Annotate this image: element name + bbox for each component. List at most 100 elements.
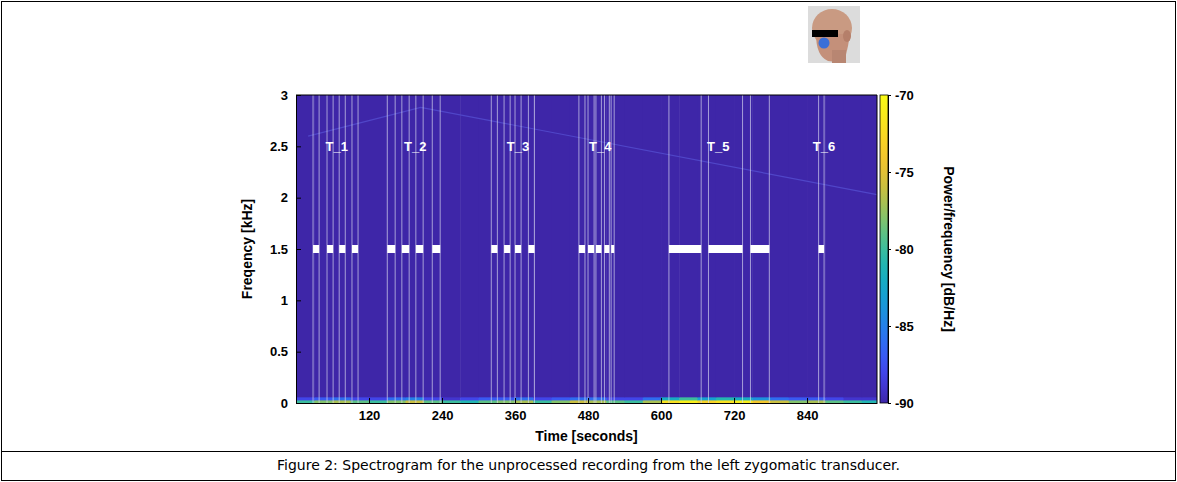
heatmap-cell <box>825 397 844 401</box>
x-axis: 120240360480600720840 <box>297 398 878 423</box>
tick-mark <box>888 95 891 96</box>
tick-label: 120 <box>359 408 381 423</box>
heatmap-cell <box>643 95 662 397</box>
tick-mark <box>807 398 808 403</box>
tick: 1.5 <box>270 242 301 257</box>
tick: 1 <box>281 293 301 308</box>
tick-label: 2.5 <box>270 139 288 154</box>
tick-label: 0 <box>281 396 288 411</box>
head-neck <box>832 50 846 63</box>
tick: -80 <box>888 242 914 257</box>
event-bar <box>604 245 609 253</box>
heatmap-cell <box>752 397 771 401</box>
heatmap <box>296 95 877 403</box>
colorbar-axis: -90-85-80-75-70 <box>888 88 914 411</box>
tick-label: 2 <box>281 190 288 205</box>
tick-mark <box>661 398 662 403</box>
heatmap-cell <box>844 397 863 401</box>
heatmap-cell <box>314 397 333 401</box>
heatmap-cell <box>862 397 877 401</box>
event-bar <box>387 245 395 253</box>
heatmap-cell <box>424 397 443 401</box>
heatmap-cell <box>387 397 406 401</box>
event-bar <box>432 245 440 253</box>
tick-mark <box>296 146 301 147</box>
heatmap-cell <box>643 397 662 401</box>
tick-mark <box>515 398 516 403</box>
event-bar <box>588 245 594 253</box>
heatmap-cell <box>369 95 388 397</box>
tick-mark <box>888 403 891 404</box>
tick: 0 <box>281 396 301 411</box>
tick-mark <box>296 198 301 199</box>
heatmap-cell <box>771 95 790 397</box>
heatmap-cell <box>442 95 461 397</box>
annotation: T_1 <box>326 139 348 154</box>
y-axis-title: Freqency [kHz] <box>239 199 255 299</box>
event-bar <box>708 245 742 253</box>
tick-mark <box>369 398 370 403</box>
colorbar-title: Power/frequency [dB/Hz] <box>941 166 957 332</box>
photo-background <box>808 6 860 63</box>
heatmap-cell <box>716 397 735 401</box>
tick: -90 <box>888 396 914 411</box>
event-bar <box>402 245 409 253</box>
figure-frame <box>2 2 1176 481</box>
x-axis-title: Time [seconds] <box>535 428 637 444</box>
tick: 840 <box>797 398 819 423</box>
event-bar <box>669 245 701 253</box>
tick-label: -90 <box>895 396 914 411</box>
caption: Figure 2: Spectrogram for the unprocesse… <box>277 457 900 473</box>
figure: T_1T_2T_3T_4T_5T_61202403604806007208400… <box>0 0 1177 482</box>
heatmap-cell <box>552 397 571 401</box>
event-bar <box>611 245 614 253</box>
heatmap-cell <box>479 95 498 397</box>
transducer-dot <box>819 38 830 49</box>
annotation: T_5 <box>707 139 729 154</box>
annotations: T_1T_2T_3T_4T_5T_6 <box>326 139 836 154</box>
tick-mark <box>296 249 301 250</box>
eye-bar <box>812 30 838 37</box>
tick-mark <box>296 352 301 353</box>
event-bar <box>313 245 319 253</box>
heatmap-cell <box>789 95 808 397</box>
heatmap-cell <box>351 397 370 401</box>
event-bar <box>327 245 333 253</box>
heatmap-cell <box>533 397 552 401</box>
event-bar <box>504 245 510 253</box>
heatmap-cell <box>533 95 552 397</box>
heatmap-cell <box>460 95 479 397</box>
event-bar <box>750 245 769 253</box>
tick-label: 480 <box>578 408 600 423</box>
tick-label: 0.5 <box>270 344 288 359</box>
heatmap-cell <box>625 95 644 397</box>
heatmap-cell <box>807 397 826 401</box>
tick: 600 <box>651 398 673 423</box>
tick-mark <box>442 398 443 403</box>
tick: 480 <box>578 398 600 423</box>
event-bar <box>579 245 585 253</box>
event-bar <box>339 245 345 253</box>
heatmap-cell <box>588 397 607 401</box>
tick-mark <box>888 326 891 327</box>
heatmap-cell <box>862 95 877 397</box>
tick: 240 <box>432 398 454 423</box>
heatmap-cell <box>661 397 680 401</box>
head-illustration <box>808 6 860 63</box>
caption-separator <box>2 451 1176 452</box>
heatmap-cell <box>771 397 790 401</box>
heatmap-cell <box>844 95 863 397</box>
tick: -70 <box>888 88 914 103</box>
heatmap-cell <box>515 397 534 401</box>
head-ear <box>843 30 851 42</box>
heatmap-cell <box>460 397 479 401</box>
heatmap-cell <box>734 397 753 401</box>
heatmap-cell <box>698 397 717 401</box>
tick-label: -85 <box>895 319 914 334</box>
faint-line <box>308 107 877 194</box>
tick-label: 840 <box>797 408 819 423</box>
tick: 0.5 <box>270 344 301 359</box>
plot-frame-top <box>296 95 877 96</box>
heatmap-cell <box>552 95 571 397</box>
event-bar <box>515 245 521 253</box>
